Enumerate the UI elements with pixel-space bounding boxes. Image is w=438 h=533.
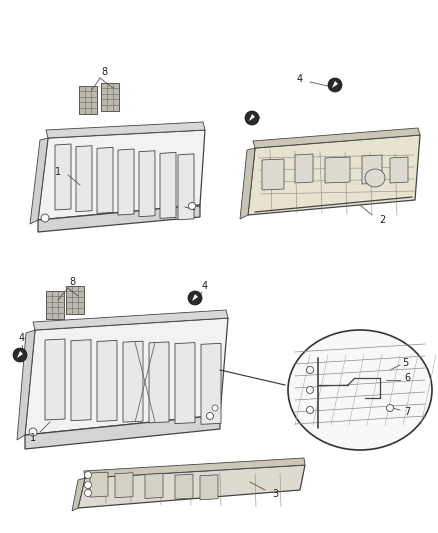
Circle shape xyxy=(307,407,314,414)
Polygon shape xyxy=(118,149,134,215)
Circle shape xyxy=(41,214,49,222)
Circle shape xyxy=(386,405,393,411)
Polygon shape xyxy=(332,81,338,88)
Text: 8: 8 xyxy=(101,67,107,77)
Polygon shape xyxy=(149,342,169,423)
Polygon shape xyxy=(84,458,305,478)
Text: 4: 4 xyxy=(19,333,25,343)
Polygon shape xyxy=(25,415,220,449)
Text: 4: 4 xyxy=(297,74,303,84)
Polygon shape xyxy=(71,340,91,421)
Polygon shape xyxy=(139,151,155,217)
Polygon shape xyxy=(25,318,228,435)
Polygon shape xyxy=(38,130,205,220)
Ellipse shape xyxy=(288,330,432,450)
Text: 5: 5 xyxy=(402,358,408,368)
Polygon shape xyxy=(17,330,35,440)
Polygon shape xyxy=(115,473,133,498)
Polygon shape xyxy=(79,86,97,114)
Polygon shape xyxy=(200,475,218,500)
Circle shape xyxy=(328,78,342,92)
Polygon shape xyxy=(76,146,92,212)
Polygon shape xyxy=(248,135,420,215)
Polygon shape xyxy=(30,138,48,224)
Polygon shape xyxy=(46,291,64,319)
Polygon shape xyxy=(175,343,195,424)
Polygon shape xyxy=(201,343,221,424)
Polygon shape xyxy=(325,157,350,183)
Polygon shape xyxy=(72,478,85,511)
Text: 1: 1 xyxy=(55,167,61,177)
Polygon shape xyxy=(17,351,23,358)
Circle shape xyxy=(85,481,92,489)
Polygon shape xyxy=(55,144,71,210)
Circle shape xyxy=(13,348,27,362)
Circle shape xyxy=(307,367,314,374)
Circle shape xyxy=(188,203,195,209)
Polygon shape xyxy=(160,152,176,219)
Text: 2: 2 xyxy=(379,215,385,225)
Circle shape xyxy=(206,413,213,419)
Polygon shape xyxy=(175,474,193,499)
Circle shape xyxy=(188,291,202,305)
Polygon shape xyxy=(240,148,255,219)
Text: 8: 8 xyxy=(69,277,75,287)
Text: 3: 3 xyxy=(272,489,278,499)
Polygon shape xyxy=(262,159,284,190)
Polygon shape xyxy=(33,310,228,330)
Polygon shape xyxy=(362,155,382,184)
Polygon shape xyxy=(66,286,84,314)
Polygon shape xyxy=(90,472,108,497)
Polygon shape xyxy=(46,122,205,138)
Polygon shape xyxy=(123,341,143,422)
Polygon shape xyxy=(192,294,198,301)
Circle shape xyxy=(245,111,259,125)
Text: 7: 7 xyxy=(404,407,410,417)
Polygon shape xyxy=(101,83,119,111)
Text: 4: 4 xyxy=(202,281,208,291)
Circle shape xyxy=(212,405,218,411)
Polygon shape xyxy=(249,114,255,121)
Ellipse shape xyxy=(365,169,385,187)
Polygon shape xyxy=(253,128,420,148)
Polygon shape xyxy=(97,147,113,213)
Polygon shape xyxy=(97,341,117,422)
Polygon shape xyxy=(178,154,194,220)
Circle shape xyxy=(29,428,37,436)
Polygon shape xyxy=(78,465,305,508)
Polygon shape xyxy=(145,473,163,498)
Circle shape xyxy=(85,489,92,497)
Polygon shape xyxy=(38,205,200,232)
Text: 6: 6 xyxy=(404,373,410,383)
Polygon shape xyxy=(295,154,313,183)
Circle shape xyxy=(307,386,314,393)
Text: 1: 1 xyxy=(30,433,36,443)
Circle shape xyxy=(85,472,92,479)
Polygon shape xyxy=(390,157,408,183)
Polygon shape xyxy=(45,339,65,420)
